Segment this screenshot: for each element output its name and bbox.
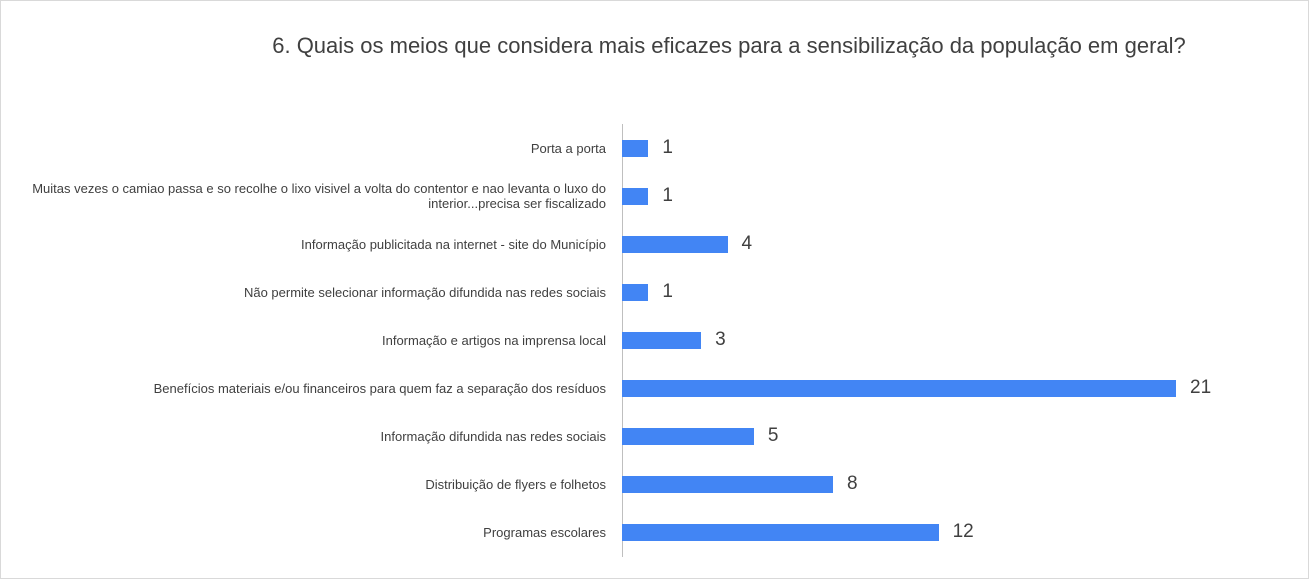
y-tick-label: Porta a porta bbox=[530, 140, 606, 156]
y-tick-label: Benefícios materiais e/ou financeiros pa… bbox=[153, 380, 606, 396]
y-tick-label: Muitas vezes o camiao passa e so recolhe… bbox=[32, 181, 606, 211]
bar bbox=[622, 331, 702, 349]
data-label: 21 bbox=[1190, 377, 1212, 398]
y-tick-label: Programas escolares bbox=[483, 524, 606, 540]
data-label: 4 bbox=[741, 233, 753, 254]
data-label: 1 bbox=[662, 137, 673, 158]
y-tick-label: Informação difundida nas redes sociais bbox=[380, 428, 606, 444]
bar bbox=[622, 475, 834, 493]
data-label: 12 bbox=[952, 521, 974, 542]
bar bbox=[622, 283, 649, 301]
y-tick-label: Informação e artigos na imprensa local bbox=[381, 332, 606, 348]
bar bbox=[622, 523, 939, 541]
y-tick-label: Distribuição de flyers e folhetos bbox=[425, 476, 606, 492]
bar bbox=[622, 379, 1176, 397]
chart-title: 6. Quais os meios que considera mais efi… bbox=[272, 33, 1186, 58]
data-label: 3 bbox=[715, 329, 726, 350]
bar bbox=[622, 427, 754, 445]
data-label: 1 bbox=[662, 281, 673, 302]
data-label: 8 bbox=[847, 473, 858, 494]
bar bbox=[622, 187, 649, 205]
data-label: 1 bbox=[662, 185, 673, 206]
data-label: 5 bbox=[767, 425, 779, 446]
y-tick-label: Não permite selecionar informação difund… bbox=[243, 284, 606, 300]
y-tick-label: Informação publicitada na internet - sit… bbox=[301, 236, 606, 252]
bar bbox=[622, 235, 728, 253]
bar bbox=[622, 139, 649, 157]
